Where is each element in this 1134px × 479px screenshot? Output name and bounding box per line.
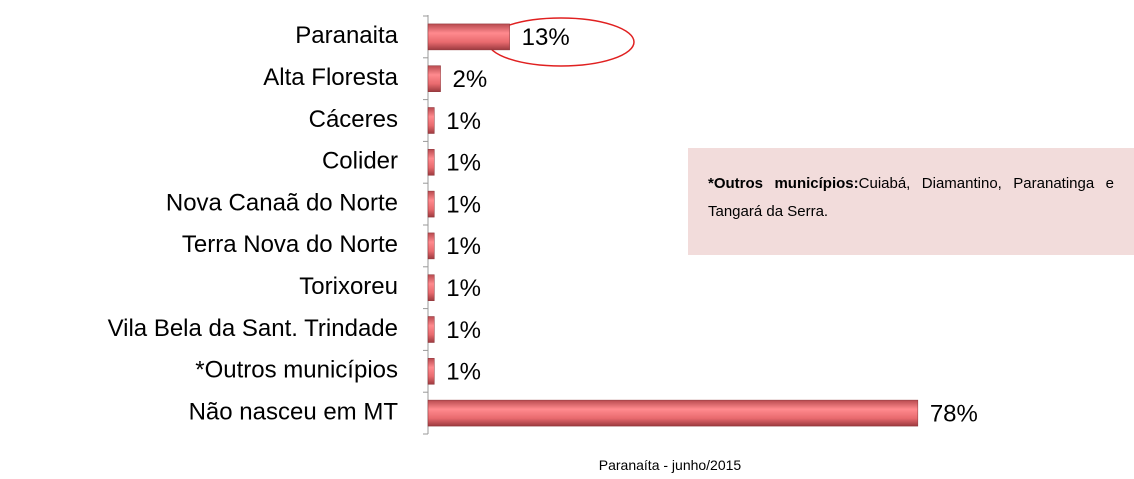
source: Paranaíta - junho/2015 <box>598 457 742 473</box>
category-label: Terra Nova do Norte <box>182 231 398 258</box>
category-label: Torixoreu <box>299 273 398 300</box>
value-label: 1% <box>446 108 481 135</box>
bar <box>427 107 435 134</box>
bar <box>427 232 435 260</box>
category-label: Vila Bela da Sant. Trindade <box>108 315 398 342</box>
value-label: 1% <box>446 233 481 260</box>
bar <box>427 274 435 301</box>
value-label: 1% <box>446 150 481 177</box>
bar <box>427 399 919 427</box>
category-label: Nova Canaã do Norte <box>166 189 398 216</box>
value-label: 1% <box>446 317 481 344</box>
value-label: 1% <box>446 359 481 386</box>
category-label: Não nasceu em MT <box>189 398 399 425</box>
bar <box>427 65 441 92</box>
category-label: Cáceres <box>309 106 398 133</box>
bar <box>427 316 435 343</box>
category-label: Colider <box>322 148 398 175</box>
category-label: Paranaita <box>295 22 398 49</box>
value-label: 13% <box>522 24 570 51</box>
bar <box>427 149 435 176</box>
value-label: 1% <box>446 191 481 218</box>
category-label: *Outros municípios <box>195 357 398 384</box>
note-label: *Outros municípios: <box>708 175 859 192</box>
category-label: Alta Floresta <box>263 64 398 91</box>
bar <box>427 190 435 218</box>
value-label: 78% <box>930 400 978 427</box>
note-box: *Outros municípios:Cuiabá, Diamantino, P… <box>688 148 1134 255</box>
bar <box>427 23 510 51</box>
value-label: 2% <box>453 66 488 93</box>
value-label: 1% <box>446 275 481 302</box>
note-text: Cuiabá, Diamantino, Paranatinga e Tangar… <box>708 175 1115 220</box>
bar <box>427 358 435 385</box>
